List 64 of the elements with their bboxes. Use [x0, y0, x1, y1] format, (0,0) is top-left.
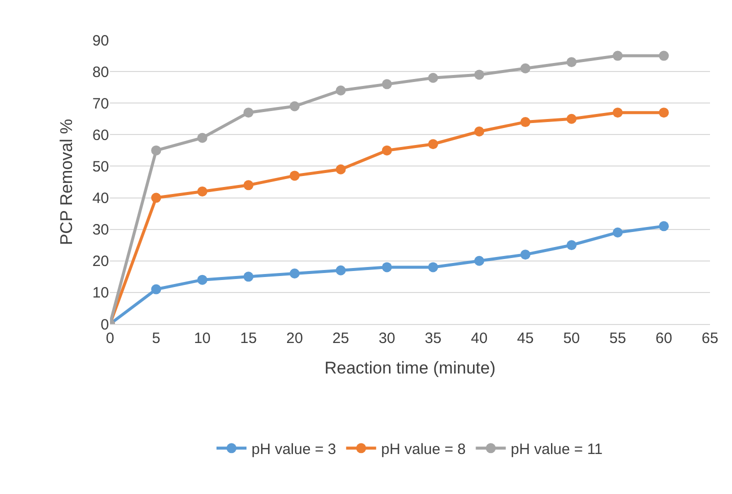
y-tick-label: 60 — [92, 126, 109, 144]
y-tick-label: 10 — [92, 284, 109, 302]
point — [566, 240, 577, 250]
point — [151, 145, 162, 156]
point — [520, 117, 530, 128]
x-tick-label: 55 — [609, 330, 626, 347]
y-tick-label: 90 — [92, 32, 109, 50]
point — [658, 108, 669, 118]
point — [290, 268, 300, 279]
point — [382, 145, 392, 156]
legend-label: pH value = 11 — [510, 441, 603, 458]
x-tick-label: 30 — [378, 330, 396, 347]
point — [658, 50, 669, 61]
point — [566, 57, 577, 68]
x-tick-label: 5 — [152, 330, 160, 347]
x-tick-label: 60 — [656, 330, 672, 347]
x-tick-label: 40 — [470, 330, 488, 347]
x-tick-label: 45 — [517, 330, 534, 347]
x-tick-label: 10 — [194, 330, 211, 347]
y-tick-label: 20 — [92, 253, 109, 270]
legend-label: pH value = 8 — [381, 441, 466, 458]
point — [612, 50, 623, 61]
point — [520, 250, 530, 260]
point — [197, 132, 208, 143]
point — [290, 170, 300, 181]
point — [197, 186, 208, 196]
point — [474, 126, 484, 137]
point — [151, 284, 162, 294]
x-tick-label: 20 — [286, 330, 303, 347]
point — [520, 63, 530, 74]
point — [151, 192, 162, 203]
point — [336, 85, 346, 96]
point — [382, 262, 392, 272]
point — [243, 272, 254, 282]
y-tick-label: 0 — [100, 316, 109, 334]
point — [382, 79, 392, 90]
x-tick-label: 50 — [563, 330, 580, 347]
point — [336, 265, 346, 276]
point — [428, 139, 438, 150]
y-tick-label: 80 — [92, 64, 109, 81]
point — [243, 180, 254, 190]
point — [474, 70, 484, 80]
x-tick-label: 65 — [702, 330, 718, 347]
point — [428, 262, 438, 272]
y-tick-label: 50 — [92, 158, 109, 176]
legend-label: pH value = 3 — [252, 441, 336, 458]
point — [243, 108, 254, 118]
point — [612, 227, 623, 238]
point — [197, 274, 208, 285]
x-axis-title: Reaction time (minute) — [324, 358, 496, 378]
x-tick-label: 25 — [332, 330, 350, 347]
y-axis-title: PCP Removal % — [56, 118, 76, 246]
y-tick-label: 40 — [92, 190, 109, 208]
y-tick-label: 70 — [92, 95, 109, 112]
y-tick-label: 30 — [92, 222, 109, 239]
point — [658, 221, 669, 232]
point — [290, 101, 300, 112]
x-tick-label: 35 — [424, 330, 442, 347]
point — [612, 108, 623, 118]
x-tick-label: 15 — [240, 330, 257, 347]
point — [474, 256, 484, 266]
point — [428, 72, 438, 83]
point — [566, 114, 577, 124]
point — [336, 164, 346, 174]
